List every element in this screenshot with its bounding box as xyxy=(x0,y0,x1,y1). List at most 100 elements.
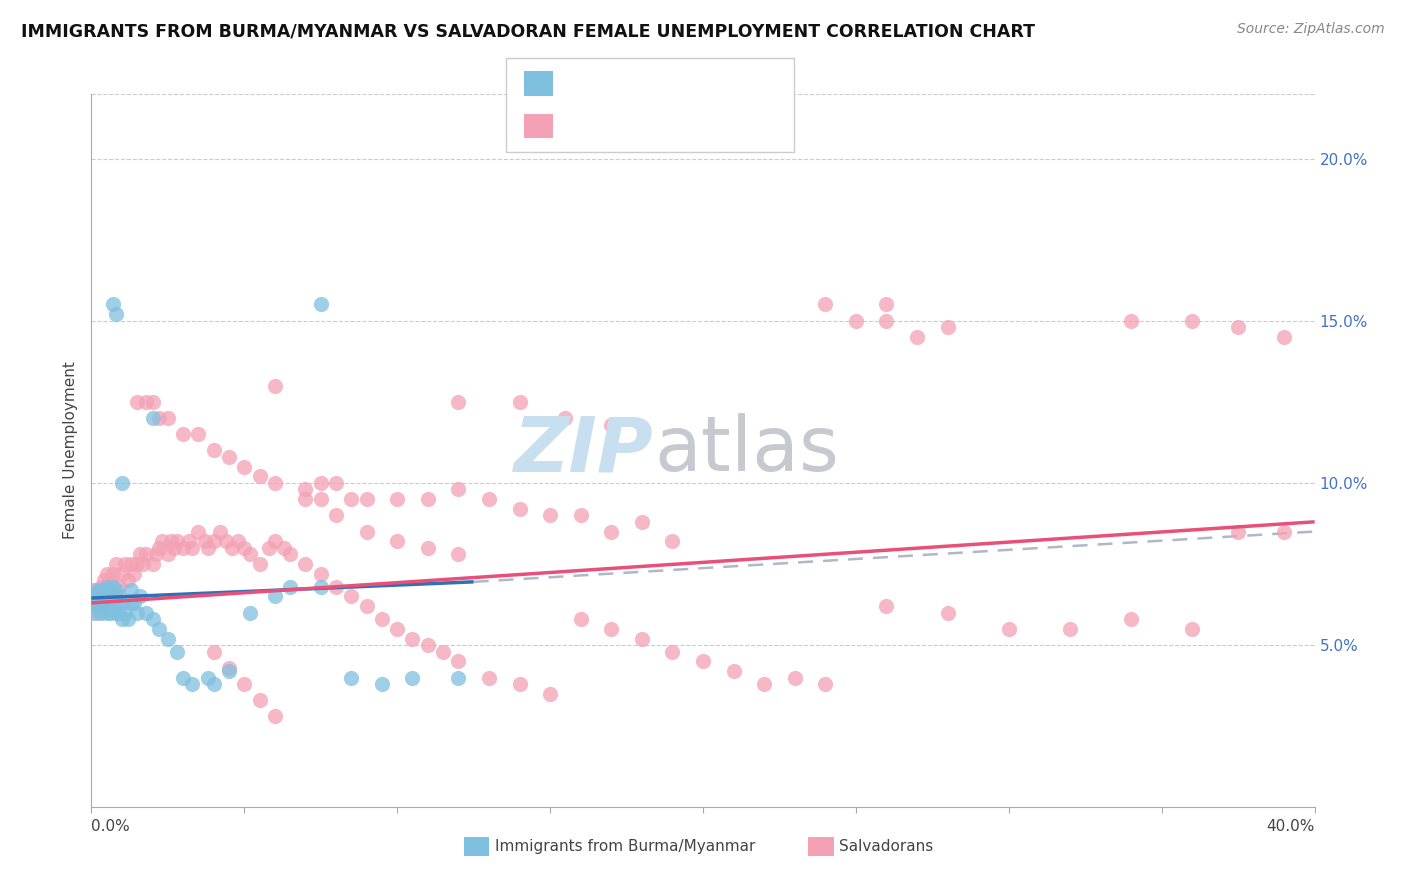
Point xyxy=(141,557,163,571)
Point xyxy=(166,644,188,658)
Text: Source: ZipAtlas.com: Source: ZipAtlas.com xyxy=(1237,22,1385,37)
Point xyxy=(600,417,623,432)
Point xyxy=(98,606,121,620)
Point xyxy=(401,671,423,685)
Point xyxy=(122,566,145,581)
Point xyxy=(127,606,149,620)
Point xyxy=(101,566,124,581)
Point xyxy=(98,573,121,587)
Point xyxy=(340,492,363,507)
Text: atlas: atlas xyxy=(654,414,839,487)
Point xyxy=(114,606,136,620)
Text: 124: 124 xyxy=(685,119,718,134)
Point xyxy=(93,596,115,610)
Point xyxy=(221,541,243,555)
Point xyxy=(478,671,501,685)
Point xyxy=(1227,524,1250,539)
Point xyxy=(325,508,347,523)
Point xyxy=(86,599,108,614)
Point xyxy=(257,541,280,555)
Point xyxy=(356,524,378,539)
Point xyxy=(93,590,115,604)
Point xyxy=(181,677,204,691)
Point xyxy=(104,606,127,620)
Point xyxy=(86,582,108,597)
Point xyxy=(875,314,898,328)
Point xyxy=(814,677,837,691)
Point xyxy=(401,632,423,646)
Point xyxy=(83,606,105,620)
Text: ZIP: ZIP xyxy=(515,414,654,487)
Point xyxy=(111,596,134,610)
Point xyxy=(1181,314,1204,328)
Point xyxy=(101,590,124,604)
Point xyxy=(1272,330,1295,344)
Point xyxy=(1121,612,1143,626)
Point xyxy=(218,661,240,675)
Point xyxy=(264,378,287,392)
Point xyxy=(122,596,145,610)
Point xyxy=(135,547,157,561)
Text: IMMIGRANTS FROM BURMA/MYANMAR VS SALVADORAN FEMALE UNEMPLOYMENT CORRELATION CHAR: IMMIGRANTS FROM BURMA/MYANMAR VS SALVADO… xyxy=(21,22,1035,40)
Point xyxy=(86,606,108,620)
Point xyxy=(101,297,124,311)
Point xyxy=(104,557,127,571)
Text: Salvadorans: Salvadorans xyxy=(839,839,934,854)
Point xyxy=(98,596,121,610)
Point xyxy=(96,566,118,581)
Point xyxy=(96,596,118,610)
Point xyxy=(202,677,225,691)
Point xyxy=(264,475,287,490)
Point xyxy=(101,580,124,594)
Point xyxy=(187,427,209,442)
Point xyxy=(98,590,121,604)
Point xyxy=(416,492,439,507)
Point xyxy=(156,411,179,425)
Point xyxy=(447,483,470,497)
Point xyxy=(197,541,219,555)
Point xyxy=(447,671,470,685)
Point xyxy=(356,492,378,507)
Point xyxy=(181,541,204,555)
Point xyxy=(127,557,149,571)
Point xyxy=(135,394,157,409)
Point xyxy=(371,612,394,626)
Point xyxy=(226,534,249,549)
Point xyxy=(356,599,378,614)
Point xyxy=(278,547,301,561)
Point xyxy=(83,596,105,610)
Point xyxy=(96,590,118,604)
Point xyxy=(233,459,256,474)
Point xyxy=(86,586,108,600)
Point xyxy=(202,644,225,658)
Point xyxy=(371,677,394,691)
Point xyxy=(96,580,118,594)
Point xyxy=(179,534,201,549)
Point xyxy=(1121,314,1143,328)
Point xyxy=(905,330,928,344)
Point xyxy=(83,596,105,610)
Point xyxy=(104,307,127,321)
Point xyxy=(600,622,623,636)
Point xyxy=(172,427,194,442)
Point xyxy=(90,580,112,594)
Point xyxy=(148,411,170,425)
Point xyxy=(208,524,231,539)
Text: N =: N = xyxy=(654,76,690,91)
Point xyxy=(166,534,188,549)
Point xyxy=(538,508,561,523)
Point xyxy=(264,590,287,604)
Text: R =: R = xyxy=(560,119,595,134)
Point xyxy=(631,515,654,529)
Point xyxy=(264,534,287,549)
Point xyxy=(127,394,149,409)
Point xyxy=(117,612,139,626)
Point xyxy=(569,508,592,523)
Point xyxy=(233,541,256,555)
Point xyxy=(1059,622,1081,636)
Point xyxy=(294,492,316,507)
Point xyxy=(309,580,332,594)
Text: 0.0%: 0.0% xyxy=(91,819,131,834)
Point xyxy=(120,582,142,597)
Point xyxy=(661,644,683,658)
